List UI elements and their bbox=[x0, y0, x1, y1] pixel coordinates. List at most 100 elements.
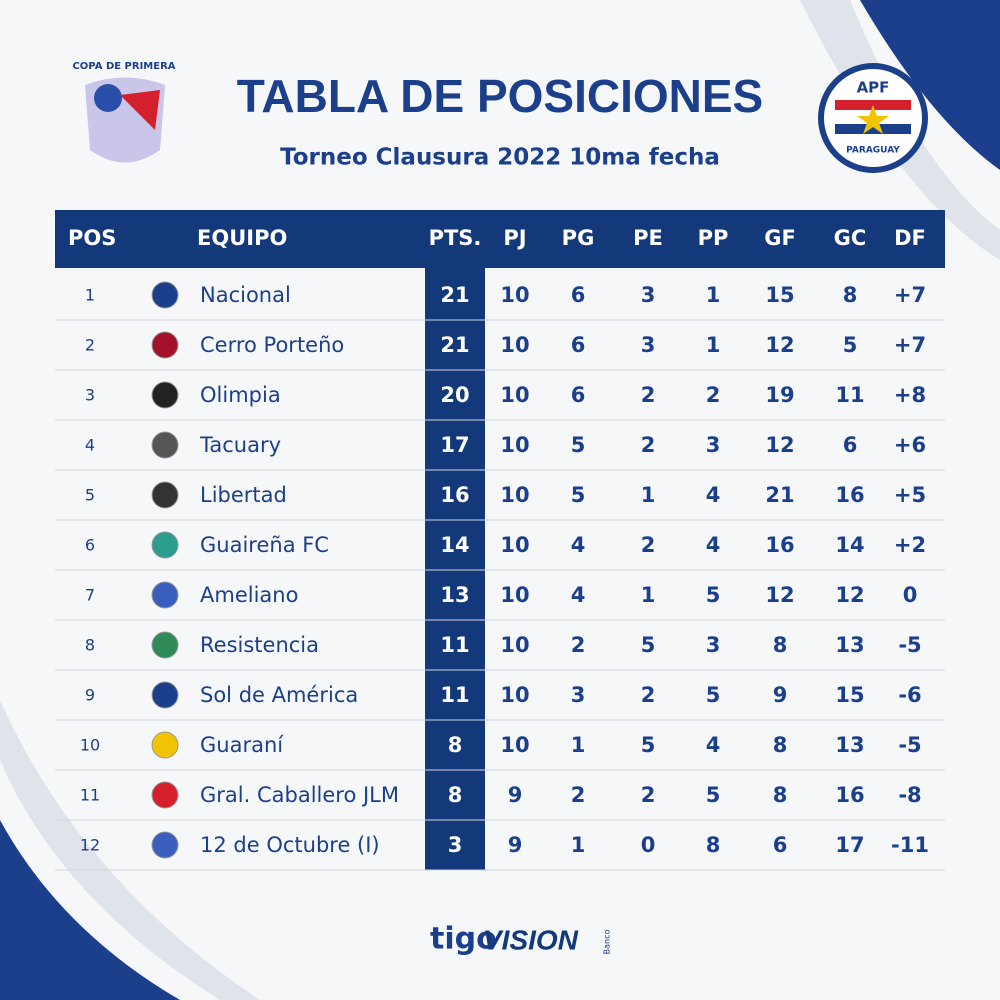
team-crest bbox=[151, 681, 179, 709]
stat-cell: 15 bbox=[835, 683, 864, 707]
stat-cell: +7 bbox=[894, 333, 926, 357]
stat-cell: 10 bbox=[500, 433, 529, 457]
stat-cell: +7 bbox=[894, 283, 926, 307]
stat-cell: 5 bbox=[641, 633, 656, 657]
stat-cell: 11 bbox=[440, 633, 469, 657]
stat-cell: 1 bbox=[571, 833, 586, 857]
stat-cell: 10 bbox=[500, 583, 529, 607]
stat-cell: 1 bbox=[571, 733, 586, 757]
stat-cell: 1 bbox=[641, 583, 656, 607]
stat-cell: 8 bbox=[843, 283, 858, 307]
stat-cell: 10 bbox=[500, 283, 529, 307]
stat-cell: -8 bbox=[898, 783, 921, 807]
position: 11 bbox=[80, 786, 100, 805]
team-crest bbox=[151, 631, 179, 659]
stat-cell: +6 bbox=[894, 433, 926, 457]
position: 7 bbox=[85, 586, 95, 605]
stat-cell: 17 bbox=[440, 433, 469, 457]
position: 4 bbox=[85, 436, 95, 455]
title: TABLA DE POSICIONES bbox=[237, 70, 763, 122]
stat-cell: 15 bbox=[765, 283, 794, 307]
stat-cell: +8 bbox=[894, 383, 926, 407]
stat-cell: 5 bbox=[641, 733, 656, 757]
team-crest bbox=[151, 731, 179, 759]
position: 6 bbox=[85, 536, 95, 555]
decor-swoosh bbox=[0, 820, 180, 1000]
stat-cell: -11 bbox=[891, 833, 929, 857]
stat-cell: 8 bbox=[773, 633, 788, 657]
stat-cell: 11 bbox=[440, 683, 469, 707]
team-crest bbox=[151, 431, 179, 459]
team-name: Resistencia bbox=[200, 633, 319, 657]
stat-cell: 2 bbox=[641, 383, 656, 407]
team-name: Ameliano bbox=[200, 583, 298, 607]
stat-cell: 13 bbox=[835, 733, 864, 757]
position: 3 bbox=[85, 386, 95, 405]
stat-cell: 8 bbox=[773, 733, 788, 757]
left-logo-text: COPA DE PRIMERA bbox=[72, 61, 175, 72]
stat-cell: 5 bbox=[706, 783, 721, 807]
team-crest bbox=[151, 381, 179, 409]
table-header-bg bbox=[55, 210, 945, 268]
stat-cell: 6 bbox=[773, 833, 788, 857]
right-logo-text: APF bbox=[857, 79, 890, 97]
stat-cell: 3 bbox=[641, 283, 656, 307]
column-header: PE bbox=[633, 226, 663, 250]
stat-cell: 13 bbox=[835, 633, 864, 657]
team-name: Gral. Caballero JLM bbox=[200, 783, 399, 807]
stat-cell: 16 bbox=[835, 783, 864, 807]
team-crest bbox=[151, 831, 179, 859]
position: 8 bbox=[85, 636, 95, 655]
decor-swoosh bbox=[860, 0, 1000, 170]
stat-cell: 6 bbox=[571, 283, 586, 307]
stat-cell: 2 bbox=[641, 533, 656, 557]
stat-cell: -5 bbox=[898, 633, 921, 657]
position: 5 bbox=[85, 486, 95, 505]
stat-cell: 3 bbox=[706, 433, 721, 457]
position: 10 bbox=[80, 736, 100, 755]
team-crest bbox=[151, 581, 179, 609]
decor-swoosh bbox=[0, 700, 260, 1000]
stat-cell: 20 bbox=[440, 383, 469, 407]
stat-cell: 9 bbox=[508, 833, 523, 857]
stat-cell: 10 bbox=[500, 333, 529, 357]
stat-cell: 10 bbox=[500, 733, 529, 757]
position: 2 bbox=[85, 336, 95, 355]
stat-cell: 11 bbox=[835, 383, 864, 407]
stat-cell: 4 bbox=[571, 533, 586, 557]
stat-cell: 5 bbox=[571, 483, 586, 507]
column-header: PP bbox=[698, 226, 729, 250]
column-header: PG bbox=[562, 226, 595, 250]
stat-cell: 21 bbox=[440, 333, 469, 357]
stat-cell: 10 bbox=[500, 633, 529, 657]
stat-cell: 5 bbox=[843, 333, 858, 357]
stat-cell: 4 bbox=[706, 533, 721, 557]
stat-cell: 16 bbox=[440, 483, 469, 507]
stat-cell: 8 bbox=[773, 783, 788, 807]
right-logo-text: PARAGUAY bbox=[846, 146, 900, 156]
team-name: 12 de Octubre (I) bbox=[200, 833, 380, 857]
stat-cell: 2 bbox=[571, 633, 586, 657]
team-crest bbox=[151, 281, 179, 309]
stat-cell: 2 bbox=[641, 683, 656, 707]
column-header: GF bbox=[764, 226, 796, 250]
stat-cell: 6 bbox=[571, 333, 586, 357]
stat-cell: 21 bbox=[765, 483, 794, 507]
team-name: Cerro Porteño bbox=[200, 333, 344, 357]
stat-cell: +5 bbox=[894, 483, 926, 507]
stat-cell: 10 bbox=[500, 383, 529, 407]
stat-cell: 16 bbox=[765, 533, 794, 557]
stat-cell: 5 bbox=[706, 583, 721, 607]
team-crest bbox=[151, 781, 179, 809]
stat-cell: 1 bbox=[706, 283, 721, 307]
column-header: POS bbox=[68, 226, 116, 250]
stat-cell: 1 bbox=[641, 483, 656, 507]
stat-cell: 2 bbox=[571, 783, 586, 807]
stat-cell: 10 bbox=[500, 683, 529, 707]
team-name: Guaireña FC bbox=[200, 533, 329, 557]
stat-cell: 8 bbox=[706, 833, 721, 857]
stat-cell: 14 bbox=[440, 533, 469, 557]
stat-cell: -5 bbox=[898, 733, 921, 757]
